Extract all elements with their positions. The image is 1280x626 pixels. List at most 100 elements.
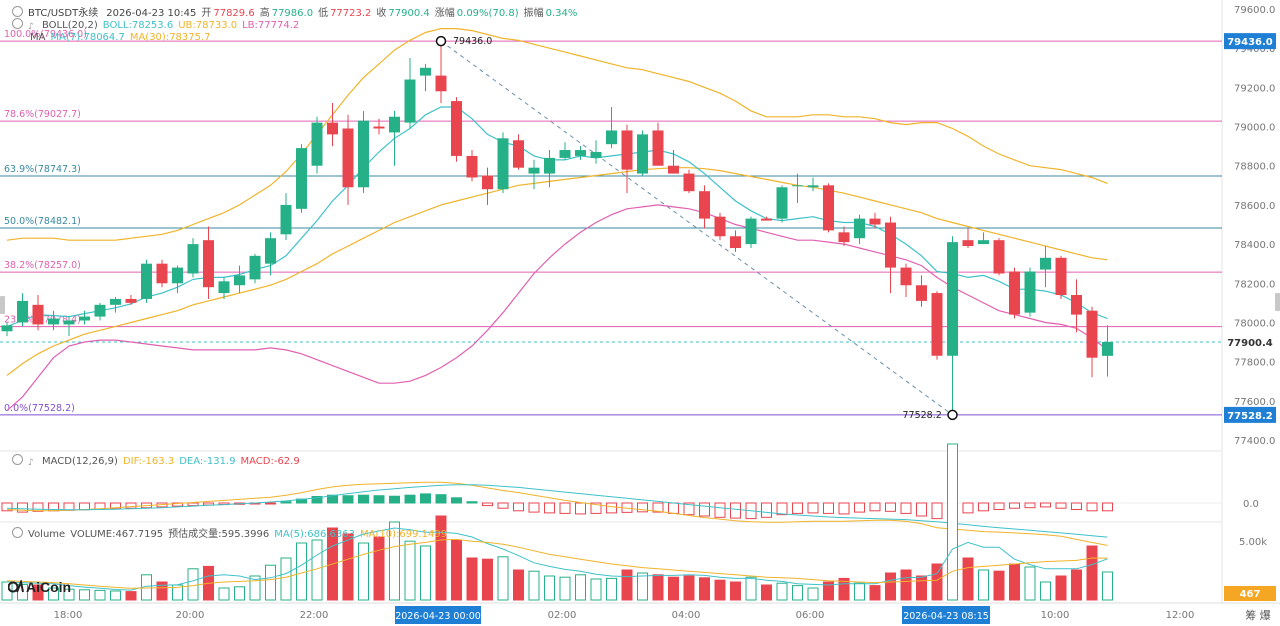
price-tick-label: 77600.0 <box>1234 397 1275 408</box>
candle-body <box>249 255 261 280</box>
time-tick-label: 12:00 <box>1166 610 1195 621</box>
macd-bar <box>528 502 540 513</box>
candle-body <box>110 298 121 305</box>
candle-body <box>327 122 338 135</box>
boll-legend: ♪ BOLL(20,2) BOLL:78253.6 UB:78733.0 LB:7777… <box>12 18 304 32</box>
candle-body <box>497 138 509 190</box>
candle-body <box>1086 310 1098 358</box>
boll-upper-line <box>6 28 1108 241</box>
time-tick-label: 22:00 <box>300 610 329 621</box>
candle-body <box>575 150 586 156</box>
volume-bar <box>730 581 741 601</box>
ma7-line <box>6 106 1108 327</box>
candle-body <box>916 285 927 301</box>
high-marker <box>435 35 447 47</box>
candle-body <box>978 240 989 245</box>
symbol: BTC/USDT永续 <box>28 8 99 19</box>
candle-body <box>358 120 369 188</box>
candle-body <box>342 128 354 188</box>
macd-bar <box>482 502 493 507</box>
candle-body <box>606 130 617 145</box>
volume-bar <box>265 564 276 601</box>
price-tick-label: 78600.0 <box>1234 201 1275 212</box>
price-tick-label: 79000.0 <box>1234 123 1275 134</box>
candle-body <box>17 300 28 323</box>
logo-icon <box>8 580 24 593</box>
candle-body <box>1024 271 1036 313</box>
low-label: 低 <box>318 8 329 19</box>
macd-bar <box>1009 502 1020 509</box>
candle-body <box>373 126 385 129</box>
volume-bar <box>993 570 1005 601</box>
candle-body <box>156 263 168 284</box>
macd-bar <box>854 502 865 513</box>
volume-bar <box>48 587 59 601</box>
fib-level-label: 63.9%(78747.3) <box>4 164 81 175</box>
volume-bar <box>761 584 772 601</box>
visibility-icon[interactable] <box>12 6 23 17</box>
volume-name[interactable]: Volume <box>28 529 66 540</box>
candle-body <box>172 267 183 284</box>
volume-ma10-line <box>6 538 1108 589</box>
volume-current-tag: 467 <box>1240 589 1261 600</box>
logo-text: AiCoin <box>26 579 72 595</box>
candle-body <box>947 242 958 356</box>
time-highlight-start: 2026-04-23 00:00 <box>395 611 481 622</box>
price-tick-label: 78000.0 <box>1234 318 1275 329</box>
volume-axis-top: 5.00k <box>1239 537 1267 548</box>
volume-bar <box>714 579 726 601</box>
price-tick-label: 78800.0 <box>1234 162 1275 173</box>
volume-current-tag-bg <box>1224 586 1276 601</box>
candle-body <box>714 216 726 237</box>
alert-icon[interactable]: ♪ <box>28 22 34 32</box>
fib-level-label: 78.6%(79027.7) <box>4 109 81 120</box>
macd-name[interactable]: MACD(12,26,9) <box>42 456 118 467</box>
macd-bar <box>838 502 850 515</box>
candle-body <box>854 218 865 239</box>
candle-body <box>63 320 75 325</box>
macd-bar <box>1102 502 1113 512</box>
macd-bar <box>776 502 788 516</box>
aicoin-logo: AiCoin <box>8 579 71 595</box>
alert-icon[interactable]: ♪ <box>28 458 34 468</box>
time-tick-label: 18:00 <box>54 610 83 621</box>
candle-body <box>652 130 664 166</box>
candle-body <box>513 140 524 168</box>
visibility-icon[interactable] <box>12 18 23 29</box>
price-tick-label: 78400.0 <box>1234 240 1275 251</box>
price-tick-label: 77800.0 <box>1234 358 1275 369</box>
macd-bar <box>714 502 726 518</box>
candle-body <box>823 185 834 231</box>
candle-body <box>389 116 400 133</box>
right-scroll-handle[interactable] <box>1275 293 1280 311</box>
volume-bar <box>110 590 121 601</box>
fib-level-label: 38.2%(78257.0) <box>4 260 81 271</box>
volume-bar <box>156 581 168 601</box>
macd-bar <box>265 502 276 505</box>
volume-bar <box>1102 571 1113 601</box>
visibility-icon[interactable] <box>12 454 23 465</box>
candle-body <box>141 263 152 299</box>
macd-bar <box>575 502 586 515</box>
high-value: 77986.0 <box>271 8 314 19</box>
macd-bar <box>993 502 1005 510</box>
macd-bar <box>1071 502 1082 510</box>
ma7-value: MA(7):78064.7 <box>50 32 125 43</box>
volume-bar <box>947 443 958 601</box>
left-scroll-handle[interactable] <box>0 296 5 314</box>
boll-name[interactable]: BOLL(20,2) <box>42 20 98 31</box>
volume-bar <box>513 569 524 601</box>
candle-body <box>1071 295 1082 315</box>
close-value: 77900.4 <box>388 8 430 19</box>
ma-name[interactable]: MA <box>30 32 46 43</box>
volume-ma10: MA(10):699.1499 <box>359 529 448 540</box>
candle-body <box>869 218 881 225</box>
macd-bar <box>435 494 447 504</box>
volume-bar <box>1024 566 1036 601</box>
visibility-icon[interactable] <box>12 527 23 538</box>
candle-body <box>1009 271 1020 315</box>
macd-bar <box>590 502 602 514</box>
volume-estimate: 预估成交量:595.3996 <box>168 529 270 540</box>
volume-bar <box>32 584 44 601</box>
